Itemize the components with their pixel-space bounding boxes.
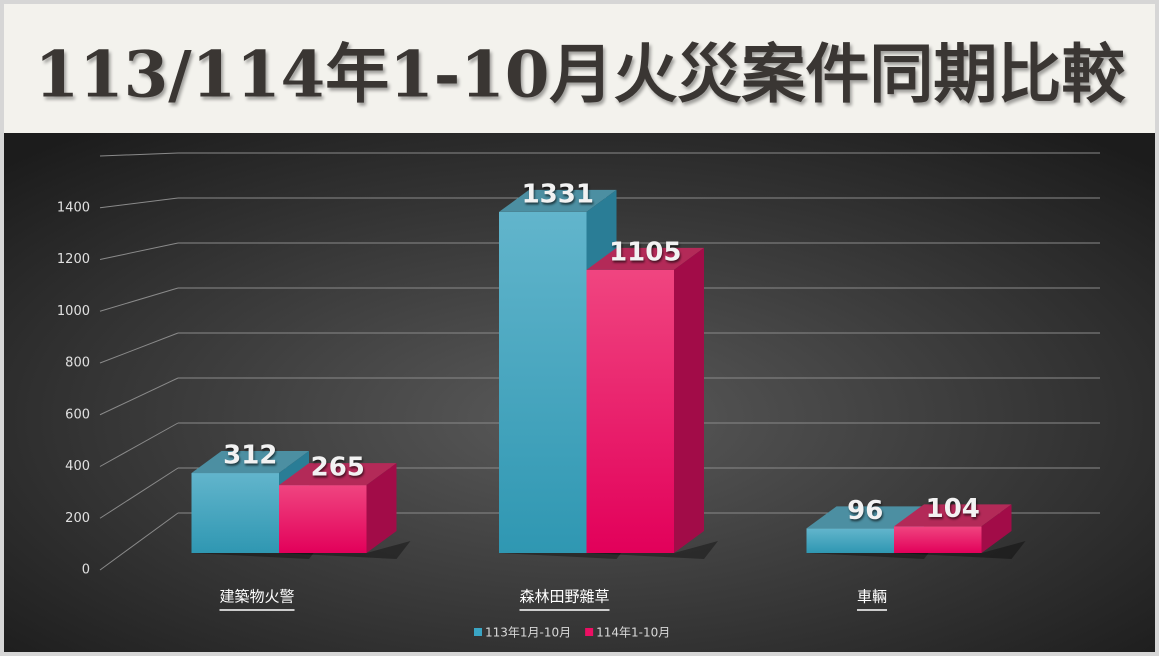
bar-front <box>586 269 674 553</box>
y-tick-label: 200 <box>65 511 90 526</box>
grid-line <box>99 422 179 467</box>
value-label: 265 <box>311 453 365 483</box>
y-tick-label: 1200 <box>57 252 90 267</box>
bar-shadow <box>191 541 323 559</box>
bar-top <box>586 247 704 270</box>
bar-front <box>279 485 367 553</box>
grid-line <box>99 467 179 519</box>
bar-front <box>191 473 279 553</box>
legend-swatch <box>474 628 482 636</box>
bar-shadow <box>894 541 1026 559</box>
title-band <box>4 4 1155 133</box>
y-tick-label: 600 <box>65 407 90 422</box>
value-label: 312 <box>223 441 277 471</box>
bar-top <box>279 463 397 486</box>
bar <box>894 504 1026 559</box>
bar-shadow <box>279 541 411 559</box>
y-tick-label: 1400 <box>57 200 90 215</box>
bar-top <box>499 189 617 212</box>
grid-line <box>99 377 179 416</box>
bar-side <box>981 504 1012 553</box>
bar-shadow <box>499 541 631 559</box>
y-tick-label: 0 <box>82 563 90 578</box>
bar-shadow <box>586 541 718 559</box>
grid-line <box>99 332 179 364</box>
legend-label: 113年1月-10月 <box>485 626 571 640</box>
y-tick-label: 400 <box>65 459 90 474</box>
bar-front <box>499 211 587 553</box>
x-tick-label: 車輛 <box>857 588 887 606</box>
grid-line <box>99 287 179 312</box>
legend-label: 114年1-10月 <box>596 626 670 640</box>
value-label: 104 <box>926 494 980 524</box>
grid-line <box>99 197 179 209</box>
chart-title: 113/114年1-10月火災案件同期比較 <box>35 38 1127 113</box>
bar-top <box>806 506 924 529</box>
bar-side <box>366 463 397 553</box>
grid-line <box>99 242 179 260</box>
legend-swatch <box>585 628 594 636</box>
value-label: 96 <box>847 496 883 526</box>
bar-front <box>806 528 894 553</box>
y-tick-label: 1000 <box>57 304 90 319</box>
bar-front <box>894 526 982 553</box>
grid-line <box>99 512 179 571</box>
x-tick-label: 森林田野雜草 <box>519 588 609 606</box>
bar-top <box>191 451 309 474</box>
x-tick-label: 建築物火警 <box>219 588 294 606</box>
value-label: 1105 <box>609 237 681 267</box>
bar <box>279 463 411 559</box>
y-tick-label: 800 <box>65 356 90 371</box>
bar-side <box>674 247 704 553</box>
bar-shadow <box>806 541 938 559</box>
value-label: 1331 <box>522 179 594 209</box>
bar <box>586 247 718 559</box>
bar-top <box>894 504 1012 527</box>
grid-line <box>99 152 179 157</box>
